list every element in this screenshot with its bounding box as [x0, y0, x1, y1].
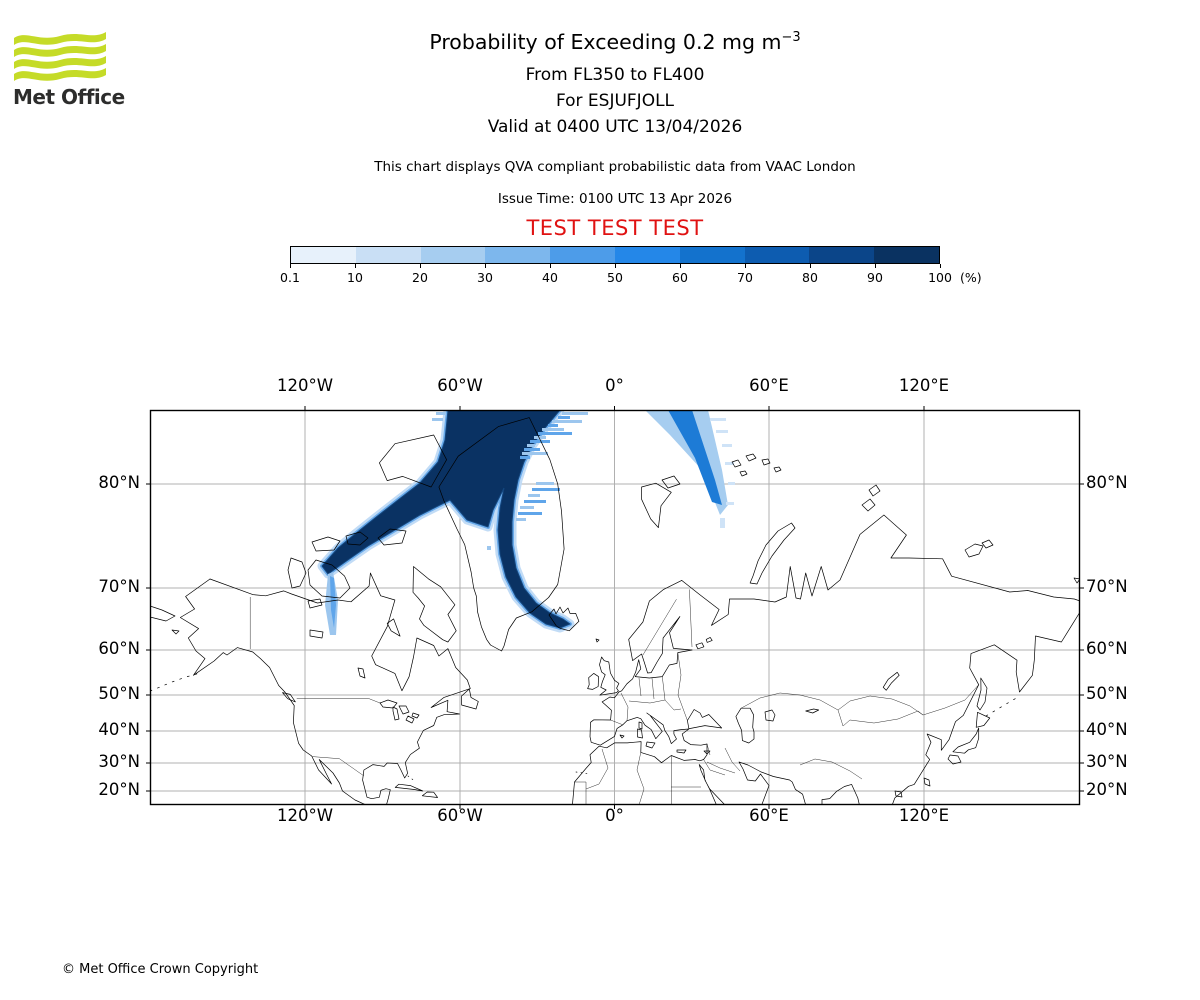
longitude-label: 120°W	[276, 376, 334, 395]
bottom-longitude-labels: 120°W 60°W 0° 60°E 120°E	[150, 806, 1080, 830]
title-exponent: −3	[781, 30, 801, 46]
left-latitude-labels: 80°N 70°N 60°N 50°N 40°N 30°N 20°N	[0, 410, 144, 805]
colorbar-unit: (%)	[960, 270, 982, 285]
colorbar-tick-label: 50	[607, 270, 623, 285]
top-longitude-labels: 120°W 60°W 0° 60°E 120°E	[150, 376, 1080, 400]
latitude-label: 60°N	[98, 639, 140, 658]
page-title: Probability of Exceeding 0.2 mg m−3	[150, 30, 1080, 54]
colorbar-segment	[485, 247, 551, 263]
subtitle-flight-levels: From FL350 to FL400	[525, 65, 705, 85]
latitude-label: 80°N	[98, 473, 140, 492]
colorbar-segment	[679, 247, 745, 263]
longitude-label: 120°E	[898, 806, 950, 825]
latitude-label: 30°N	[1086, 752, 1128, 771]
logo-waves-icon	[14, 32, 106, 81]
colorbar-segment	[744, 247, 810, 263]
colorbar: 0.1 10 20 30 40 50 60 70 80 90 100	[280, 246, 952, 285]
latitude-label: 80°N	[1086, 473, 1128, 492]
colorbar-segment	[291, 247, 356, 263]
colorbar-tick-mark	[290, 264, 291, 268]
colorbar-tick-mark	[420, 264, 421, 268]
colorbar-tick-label: 80	[802, 270, 818, 285]
longitude-label: 120°W	[276, 806, 334, 825]
country-borders	[249, 589, 979, 805]
latitude-label: 70°N	[98, 577, 140, 596]
colorbar-tick-mark	[745, 264, 746, 268]
colorbar-tick-label: 70	[737, 270, 753, 285]
main-plume	[317, 410, 575, 633]
colorbar-tick-mark	[355, 264, 356, 268]
latitude-label: 30°N	[98, 752, 140, 771]
colorbar-tick-mark	[875, 264, 876, 268]
colorbar-segment	[550, 247, 615, 263]
colorbar-tick-mark	[485, 264, 486, 268]
latitude-label: 70°N	[1086, 577, 1128, 596]
colorbar-segment	[809, 247, 875, 263]
latitude-label: 50°N	[98, 684, 140, 703]
colorbar-tick-label: 40	[542, 270, 558, 285]
longitude-label: 60°W	[437, 806, 483, 825]
latitude-label: 40°N	[98, 720, 140, 739]
colorbar-segment	[355, 247, 421, 263]
secondary-streak	[645, 410, 728, 515]
met-office-logo	[14, 30, 106, 84]
longitude-label: 60°E	[749, 376, 789, 395]
copyright-notice: © Met Office Crown Copyright	[62, 962, 259, 977]
latitude-label: 40°N	[1086, 720, 1128, 739]
colorbar-gradient	[290, 246, 940, 264]
colorbar-tick-mark	[615, 264, 616, 268]
latitude-label: 20°N	[98, 780, 140, 799]
latitude-label: 20°N	[1086, 780, 1128, 799]
colorbar-segment	[874, 247, 939, 263]
colorbar-segment	[614, 247, 680, 263]
longitude-label: 120°E	[898, 376, 950, 395]
graticule	[150, 410, 1080, 805]
colorbar-tick-label: 20	[412, 270, 428, 285]
coastlines	[150, 417, 1080, 805]
colorbar-tick-mark	[940, 264, 941, 268]
right-latitude-labels: 80°N 70°N 60°N 50°N 40°N 30°N 20°N	[1086, 410, 1200, 805]
subtitle-valid-time: Valid at 0400 UTC 13/04/2026	[487, 117, 743, 137]
longitude-label: 0°	[605, 806, 624, 825]
test-banner: TEST TEST TEST	[526, 216, 704, 240]
subtitle-volcano: For ESJUFJOLL	[555, 91, 675, 111]
longitude-label: 60°E	[749, 806, 789, 825]
colorbar-tick-mark	[810, 264, 811, 268]
longitude-label: 60°W	[437, 376, 483, 395]
colorbar-tick-label: 60	[672, 270, 688, 285]
colorbar-tick-label: 30	[477, 270, 493, 285]
plume-arm-tail	[325, 572, 338, 635]
qva-note: This chart displays QVA compliant probab…	[374, 159, 856, 175]
plume-raster-fringe	[432, 412, 735, 550]
colorbar-tick-label: 10	[347, 270, 363, 285]
title-text: Probability of Exceeding 0.2 mg m	[429, 30, 782, 54]
longitude-label: 0°	[605, 376, 624, 395]
map-frame	[146, 406, 1084, 809]
colorbar-tick-label: 0.1	[280, 270, 300, 285]
colorbar-segment	[420, 247, 486, 263]
colorbar-tick-label: 90	[867, 270, 883, 285]
ash-plume-layer	[317, 410, 735, 635]
colorbar-tick-mark	[680, 264, 681, 268]
brand-name: Met Office	[13, 85, 125, 109]
latitude-label: 60°N	[1086, 639, 1128, 658]
issue-time: Issue Time: 0100 UTC 13 Apr 2026	[497, 191, 733, 207]
latitude-label: 50°N	[1086, 684, 1128, 703]
colorbar-tick-label: 100	[928, 270, 952, 285]
colorbar-tick-mark	[550, 264, 551, 268]
map-svg	[146, 406, 1084, 809]
map-panel	[146, 406, 1084, 809]
